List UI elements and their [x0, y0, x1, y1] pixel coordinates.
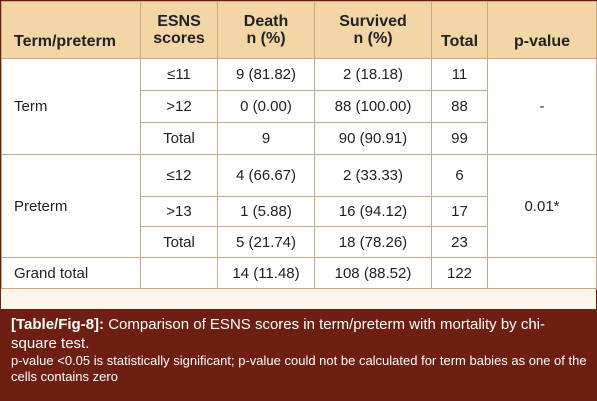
table-row: Total 9 90 (90.91) 99	[2, 122, 597, 155]
table-row: Term ≤11 9 (81.82) 2 (18.18) 11 -	[1, 58, 597, 155]
score-cell: >12	[140, 90, 218, 123]
survived-cell: 2 (33.33)	[314, 154, 432, 197]
total-cell: 23	[431, 226, 488, 258]
death-cell: 0 (0.00)	[217, 90, 315, 123]
total-cell: 88	[431, 90, 488, 123]
grand-total-total: 122	[431, 257, 488, 289]
grand-total-p-value-cell	[487, 257, 597, 289]
header-survived: Survived n (%)	[314, 1, 432, 59]
survived-cell: 90 (90.91)	[314, 122, 432, 155]
header-esns-line1: ESNS	[157, 13, 201, 30]
header-death-line2: n (%)	[246, 30, 286, 47]
table-row: >12 0 (0.00) 88 (100.00) 88	[2, 90, 597, 123]
header-survived-line1: Survived	[339, 13, 407, 30]
header-total: Total	[431, 1, 488, 59]
survived-cell: 18 (78.26)	[314, 226, 432, 258]
grand-total-label: Grand total	[1, 257, 141, 289]
score-cell: ≤12	[140, 154, 218, 197]
header-survived-line2: n (%)	[353, 30, 393, 47]
caption-note: p-value <0.05 is statistically significa…	[11, 353, 587, 384]
table-row: Preterm ≤12 4 (66.67) 2 (33.33) 6 0.01*	[1, 154, 597, 258]
total-cell: 11	[431, 58, 488, 91]
header-p-value: p-value	[487, 1, 597, 59]
header-death: Death n (%)	[217, 1, 315, 59]
score-cell: >13	[140, 196, 218, 227]
table-row: Grand total 14 (11.48) 108 (88.52) 122	[1, 257, 597, 289]
grand-total-survived: 108 (88.52)	[314, 257, 432, 289]
total-cell: 17	[431, 196, 488, 227]
grand-total-score-cell	[140, 257, 218, 289]
death-cell: 9 (81.82)	[217, 58, 315, 91]
header-esns-line2: scores	[153, 30, 205, 47]
score-cell: Total	[140, 226, 218, 258]
total-cell: 99	[431, 122, 488, 155]
death-cell: 4 (66.67)	[217, 154, 315, 197]
death-cell: 5 (21.74)	[217, 226, 315, 258]
death-cell: 9	[217, 122, 315, 155]
total-cell: 6	[431, 154, 488, 197]
score-cell: Total	[140, 122, 218, 155]
grand-total-death: 14 (11.48)	[217, 257, 315, 289]
survived-cell: 16 (94.12)	[314, 196, 432, 227]
p-value-term: -	[487, 58, 597, 155]
survived-cell: 2 (18.18)	[314, 58, 432, 91]
esns-mortality-table: Term/preterm ESNS scores Death n (%) Sur…	[1, 1, 597, 289]
group-label-preterm: Preterm	[1, 154, 141, 258]
p-value-preterm: 0.01*	[487, 154, 597, 258]
caption-main: [Table/Fig-8]: Comparison of ESNS scores…	[11, 315, 588, 353]
caption-label: [Table/Fig-8]:	[11, 316, 105, 333]
group-label-term: Term	[1, 58, 141, 155]
caption-text: Comparison of ESNS scores in term/preter…	[11, 316, 546, 352]
death-cell: 1 (5.88)	[217, 196, 315, 227]
header-esns-scores: ESNS scores	[140, 1, 218, 59]
header-term-preterm: Term/preterm	[1, 1, 141, 59]
header-death-line1: Death	[243, 13, 289, 30]
score-cell: ≤11	[140, 58, 218, 91]
figure-caption: [Table/Fig-8]: Comparison of ESNS scores…	[1, 309, 596, 400]
survived-cell: 88 (100.00)	[314, 90, 432, 123]
